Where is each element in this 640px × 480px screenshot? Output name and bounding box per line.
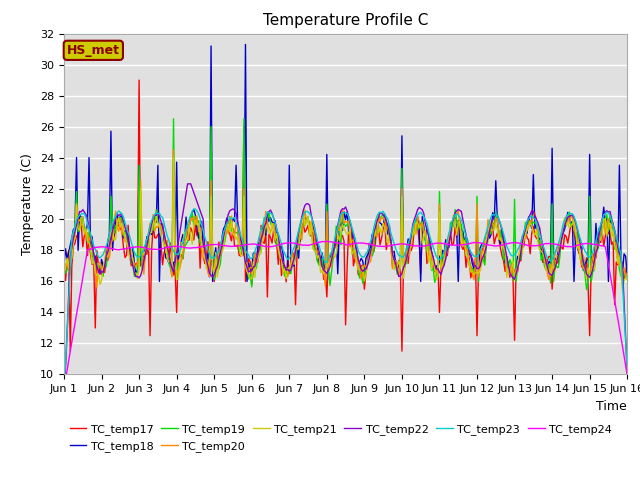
X-axis label: Time: Time	[596, 400, 627, 413]
TC_temp17	[77, 220, 85, 226]
TC_temp18	[415, 223, 423, 229]
TC_temp22	[556, 246, 564, 252]
Line: TC_temp20: TC_temp20	[64, 150, 627, 288]
TC_temp24	[323, 239, 331, 244]
TC_temp23	[556, 236, 564, 241]
TC_temp23	[623, 366, 631, 372]
TC_temp22	[76, 208, 83, 214]
TC_temp22	[623, 370, 631, 375]
TC_temp18	[557, 237, 565, 242]
TC_temp19	[556, 253, 564, 259]
Legend: TC_temp17, TC_temp18, TC_temp19, TC_temp20, TC_temp21, TC_temp22, TC_temp23, TC_: TC_temp17, TC_temp18, TC_temp19, TC_temp…	[70, 424, 612, 452]
Text: HS_met: HS_met	[67, 44, 120, 57]
TC_temp21	[60, 269, 68, 275]
TC_temp17	[403, 245, 410, 251]
TC_temp17	[60, 263, 68, 269]
TC_temp21	[623, 277, 631, 283]
TC_temp17	[67, 348, 74, 354]
TC_temp20	[623, 271, 631, 276]
TC_temp17	[168, 259, 176, 265]
TC_temp19	[383, 218, 390, 224]
TC_temp18	[76, 212, 83, 218]
TC_temp24	[165, 244, 173, 250]
TC_temp23	[401, 250, 409, 256]
TC_temp23	[76, 213, 83, 218]
TC_temp23	[383, 214, 390, 220]
TC_temp18	[156, 278, 163, 284]
TC_temp19	[623, 276, 631, 282]
TC_temp21	[170, 155, 177, 160]
TC_temp24	[623, 372, 631, 378]
TC_temp23	[60, 388, 68, 394]
TC_temp23	[191, 206, 199, 212]
TC_temp24	[383, 243, 390, 249]
TC_temp19	[76, 227, 83, 233]
TC_temp19	[401, 258, 409, 264]
TC_temp19	[170, 116, 177, 121]
TC_temp19	[165, 261, 173, 266]
TC_temp17	[557, 244, 565, 250]
TC_temp24	[401, 241, 409, 247]
TC_temp24	[60, 386, 68, 392]
Line: TC_temp24: TC_temp24	[64, 241, 627, 389]
TC_temp20	[415, 218, 423, 224]
TC_temp24	[76, 293, 83, 299]
TC_temp22	[165, 250, 173, 256]
TC_temp18	[166, 260, 174, 265]
TC_temp20	[557, 233, 565, 239]
TC_temp19	[582, 287, 590, 292]
TC_temp18	[242, 42, 250, 48]
TC_temp21	[413, 219, 421, 225]
TC_temp24	[413, 243, 421, 249]
TC_temp22	[184, 181, 191, 187]
TC_temp17	[623, 259, 631, 265]
TC_temp21	[76, 227, 83, 233]
TC_temp23	[413, 212, 421, 218]
TC_temp21	[383, 231, 390, 237]
TC_temp22	[401, 261, 409, 267]
Line: TC_temp23: TC_temp23	[64, 209, 627, 391]
Line: TC_temp22: TC_temp22	[64, 184, 627, 401]
TC_temp20	[60, 261, 68, 267]
TC_temp23	[165, 237, 173, 243]
TC_temp21	[401, 263, 409, 269]
TC_temp20	[166, 257, 174, 263]
TC_temp22	[413, 207, 421, 213]
TC_temp18	[60, 262, 68, 267]
TC_temp21	[165, 259, 173, 265]
TC_temp17	[135, 77, 143, 83]
Title: Temperature Profile C: Temperature Profile C	[263, 13, 428, 28]
TC_temp21	[619, 287, 627, 293]
TC_temp19	[60, 270, 68, 276]
TC_temp18	[403, 248, 410, 253]
TC_temp20	[76, 217, 83, 223]
Line: TC_temp17: TC_temp17	[64, 80, 627, 351]
TC_temp17	[384, 238, 392, 244]
TC_temp17	[415, 239, 423, 245]
TC_temp22	[383, 218, 390, 224]
Line: TC_temp18: TC_temp18	[64, 45, 627, 281]
Y-axis label: Temperature (C): Temperature (C)	[22, 153, 35, 255]
Line: TC_temp21: TC_temp21	[64, 157, 627, 290]
TC_temp18	[623, 273, 631, 278]
TC_temp24	[556, 242, 564, 248]
TC_temp22	[60, 398, 68, 404]
TC_temp19	[413, 227, 421, 233]
TC_temp20	[384, 221, 392, 227]
TC_temp20	[170, 147, 177, 153]
TC_temp20	[93, 285, 100, 290]
Line: TC_temp19: TC_temp19	[64, 119, 627, 289]
TC_temp21	[556, 235, 564, 241]
TC_temp20	[403, 247, 410, 253]
TC_temp18	[384, 231, 392, 237]
